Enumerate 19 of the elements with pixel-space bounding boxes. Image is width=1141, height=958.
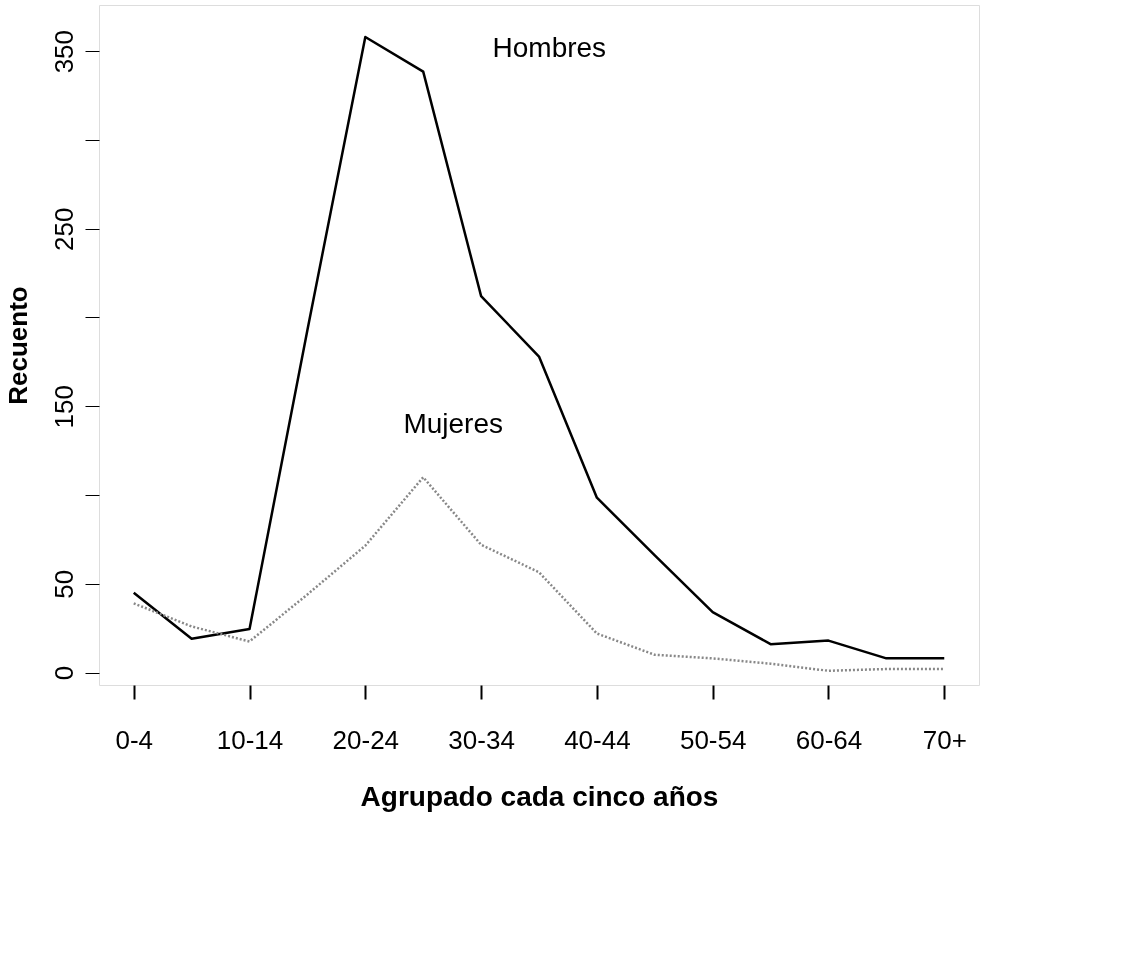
x-tick-label: 0-4 [115,724,154,755]
x-tick-label: 40-44 [564,724,631,755]
x-axis-title: Agrupado cada cinco años [360,780,719,812]
x-tick-label: 20-24 [332,724,400,755]
series-label: Mujeres [403,408,504,440]
text: Hombres [492,31,607,63]
y-tick-label: 50 [48,569,79,599]
line-series [132,476,946,673]
x-tick-label: 70+ [922,724,967,755]
y-tick-label: 250 [48,207,79,251]
x-tick-label: 30-34 [448,724,515,755]
y-axis-title: Recuento [2,286,33,405]
y-tick-label: 0 [48,665,79,681]
line-series [132,35,946,660]
y-tick-label: 150 [48,385,79,429]
x-tick-label: 60-64 [795,724,863,755]
x-tick-label: 50-54 [679,724,747,755]
y-tick-label: 350 [48,29,79,74]
x-tick-label: 10-14 [216,724,284,755]
